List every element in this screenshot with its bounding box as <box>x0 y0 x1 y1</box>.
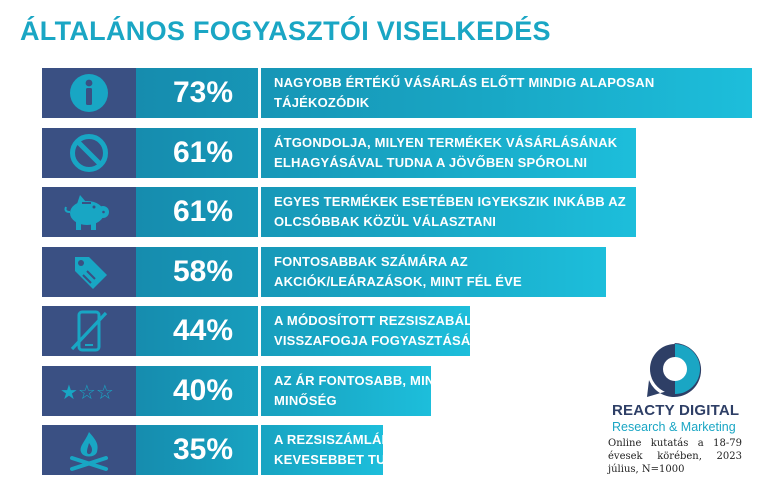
description-line: AKCIÓK/LEÁRAZÁSOK, MINT FÉL ÉVE <box>274 273 522 289</box>
description-line: EGYES TERMÉKEK ESETÉBEN IGYEKSZIK INKÁBB… <box>274 194 626 209</box>
bar <box>136 127 636 178</box>
svg-text:★☆☆: ★☆☆ <box>60 380 114 404</box>
bar-description: FONTOSABBAK SZÁMÁRA AZ AKCIÓK/LEÁRAZÁSOK,… <box>274 252 704 292</box>
separator <box>258 127 261 178</box>
value-label: 58% <box>172 254 234 288</box>
bar <box>136 68 753 118</box>
reacty-logo-icon <box>647 342 702 397</box>
prohibited-icon <box>70 133 108 172</box>
bar <box>136 246 607 297</box>
bar-description: A MÓDOSÍTOTT REZSISZABÁLY MIATT VISSZAFOG… <box>274 311 704 351</box>
description-line: A MÓDOSÍTOTT REZSISZABÁLY MIATT <box>274 313 524 328</box>
brand-subtitle: Research & Marketing <box>612 420 736 434</box>
description-line: NAGYOBB ÉRTÉKŰ VÁSÁRLÁS ELŐTT MINDIG ALA… <box>274 75 655 90</box>
description-line: AZ ÁR FONTOSABB, MINT A <box>274 372 456 388</box>
row-icon-box <box>42 425 136 475</box>
bar-description: NAGYOBB ÉRTÉKŰ VÁSÁRLÁS ELŐTT MINDIG ALA… <box>274 73 704 113</box>
bar <box>136 365 432 416</box>
phone-off-icon <box>70 310 108 352</box>
bar-description: AZ ÁR FONTOSABB, MINT A MINŐSÉG <box>274 371 704 411</box>
value-label: 44% <box>172 314 234 347</box>
bar-description: EGYES TERMÉKEK ESETÉBEN IGYEKSZIK INKÁBB… <box>274 192 704 232</box>
description-line: FONTOSABBAK SZÁMÁRA AZ <box>274 253 468 269</box>
description-line: A REZSISZÁMLÁK NÖVEKEDÉSE MIATT <box>274 432 531 447</box>
description-line: ÁTGONDOLJA, MILYEN TERMÉKEK VÁSÁRLÁSÁNAK <box>274 134 618 150</box>
value-label: 61% <box>172 195 234 228</box>
separator <box>258 365 261 416</box>
value-label: 35% <box>172 433 234 466</box>
description-line: MINŐSÉG <box>274 392 337 408</box>
info-icon <box>70 74 108 112</box>
brand-name: REACTY DIGITAL <box>612 402 740 419</box>
separator <box>258 425 261 475</box>
star-rating-icon: ★☆☆ <box>60 380 114 404</box>
description-line: OLCSÓBBAK KÖZÜL VÁLASZTANI <box>274 214 497 229</box>
bar <box>136 306 471 356</box>
piggy-bank-icon <box>64 195 109 230</box>
separator <box>258 68 261 118</box>
description-line: ELHAGYÁSÁVAL TUDNA A JÖVŐBEN SPÓROLNI <box>274 154 588 170</box>
separator <box>258 187 261 237</box>
campfire-icon <box>70 432 108 471</box>
price-tag-icon <box>75 256 107 289</box>
bar <box>136 187 636 237</box>
separator <box>258 306 261 356</box>
bar-description: ÁTGONDOLJA, MILYEN TERMÉKEK VÁSÁRLÁSÁNAK… <box>274 133 704 173</box>
description-line: TÁJÉKOZÓDIK <box>274 95 370 110</box>
page-title: ÁLTALÁNOS FOGYASZTÓI VISELKEDÉS <box>20 16 551 46</box>
row-icon-box <box>42 306 136 356</box>
value-label: 73% <box>172 76 234 109</box>
row-icon-box <box>42 68 136 118</box>
row-icon-box: ★☆☆ <box>42 365 136 416</box>
row-icon-box <box>42 246 136 297</box>
separator <box>258 246 261 297</box>
value-label: 40% <box>172 373 234 407</box>
description-line: KEVESEBBET TUD KÖLTENI MÁSRA <box>274 452 510 467</box>
value-label: 61% <box>172 135 234 169</box>
bar-description: A REZSISZÁMLÁK NÖVEKEDÉSE MIATT KEVESEBBE… <box>274 430 704 470</box>
row-icon-box <box>42 127 136 178</box>
description-line: VISSZAFOGJA FOGYASZTÁSÁT <box>274 333 479 348</box>
row-icon-box <box>42 187 136 237</box>
survey-note: Online kutatás a 18-79 évesek körében, 2… <box>608 438 742 475</box>
